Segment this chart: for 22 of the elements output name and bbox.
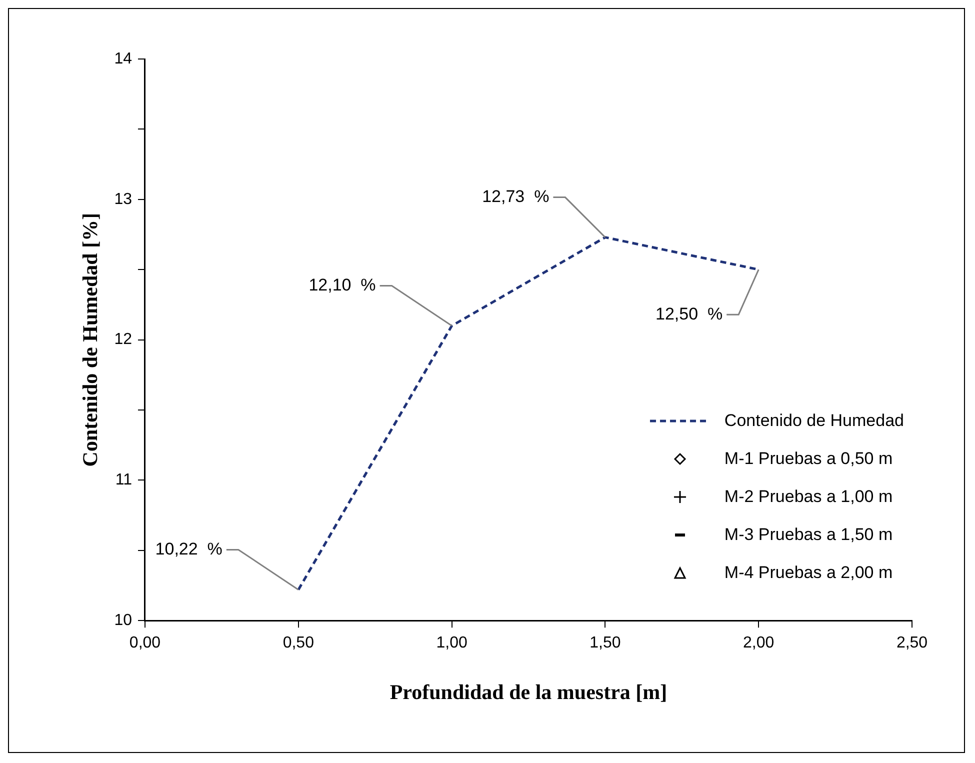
legend-label: Contenido de Humedad bbox=[724, 411, 904, 431]
data-label: 12,50 % bbox=[655, 304, 723, 324]
x-tick-label: 2,50 bbox=[896, 634, 928, 652]
y-axis-title: Contenido de Humedad [%] bbox=[78, 212, 102, 467]
y-tick-label: 12 bbox=[114, 331, 132, 348]
x-tick-label: 2,00 bbox=[743, 634, 774, 652]
x-axis-title: Profundidad de la muestra [m] bbox=[390, 680, 668, 704]
y-tick-label: 13 bbox=[114, 190, 132, 208]
y-tick-label: 14 bbox=[114, 50, 132, 68]
y-tick-label: 11 bbox=[115, 472, 132, 489]
legend-label: M-1 Pruebas a 0,50 m bbox=[724, 449, 893, 469]
x-tick-label: 0,50 bbox=[282, 634, 314, 652]
x-tick-label: 1,00 bbox=[436, 634, 468, 652]
x-tick-label: 1,50 bbox=[590, 634, 621, 652]
data-label: 12,73 % bbox=[482, 186, 550, 206]
data-label: 10,22 % bbox=[155, 539, 222, 558]
legend-label: M-4 Pruebas a 2,00 m bbox=[724, 563, 893, 583]
x-tick-label: 0,00 bbox=[129, 634, 161, 652]
legend-label: M-2 Pruebas a 1,00 m bbox=[724, 487, 893, 507]
data-label: 12,10 % bbox=[308, 275, 376, 294]
legend-label: M-3 Pruebas a 1,50 m bbox=[724, 525, 893, 545]
y-tick-label: 10 bbox=[114, 612, 132, 630]
